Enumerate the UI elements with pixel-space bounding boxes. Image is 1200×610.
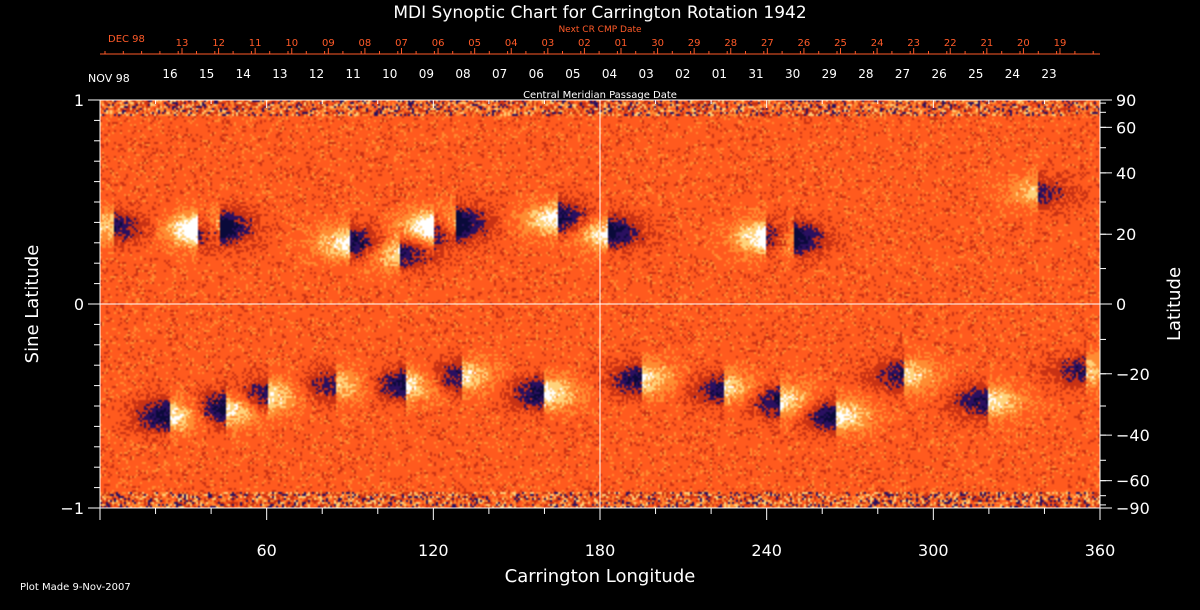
white-day-label: 05 [565, 67, 580, 81]
top-white-axis-label: Central Meridian Passage Date [523, 90, 677, 101]
right-tick-label: 40 [1116, 164, 1136, 183]
right-tick-label: 60 [1116, 118, 1136, 137]
white-day-label: 23 [1041, 67, 1056, 81]
red-day-label: 26 [798, 38, 811, 49]
x-axis-label: Carrington Longitude [505, 566, 696, 587]
white-day-label: 03 [638, 67, 653, 81]
white-day-label: 16 [162, 67, 177, 81]
red-day-label: 13 [176, 38, 189, 49]
red-day-label: 24 [871, 38, 884, 49]
right-tick-label: 0 [1116, 295, 1126, 314]
white-day-label: 29 [822, 67, 837, 81]
x-tick-label: 360 [1085, 541, 1116, 560]
white-day-label: 30 [785, 67, 800, 81]
x-tick-label: 300 [918, 541, 949, 560]
red-day-label: 22 [944, 38, 957, 49]
white-day-label: 27 [895, 67, 910, 81]
red-day-label: 03 [541, 38, 554, 49]
right-tick-label: −60 [1116, 472, 1150, 491]
right-axis-label: Latitude [1164, 267, 1185, 341]
red-day-label: 30 [651, 38, 664, 49]
red-day-label: 12 [212, 38, 225, 49]
top-white-month-label: NOV 98 [88, 72, 130, 85]
white-day-label: 28 [858, 67, 873, 81]
red-day-label: 28 [724, 38, 737, 49]
white-day-label: 13 [272, 67, 287, 81]
chart-title: MDI Synoptic Chart for Carrington Rotati… [393, 3, 806, 23]
white-day-label: 01 [712, 67, 727, 81]
white-day-label: 25 [968, 67, 983, 81]
left-tick-label: 0 [74, 295, 84, 314]
red-day-label: 09 [322, 38, 335, 49]
left-axis-label: Sine Latitude [22, 245, 43, 364]
left-tick-label: 1 [74, 91, 84, 110]
x-tick-label: 180 [585, 541, 616, 560]
red-day-label: 01 [615, 38, 628, 49]
red-day-label: 19 [1054, 38, 1067, 49]
white-day-label: 06 [529, 67, 544, 81]
red-day-label: 25 [834, 38, 847, 49]
red-day-label: 04 [505, 38, 518, 49]
right-tick-label: −90 [1116, 499, 1150, 518]
white-day-label: 26 [931, 67, 946, 81]
white-day-label: 12 [309, 67, 324, 81]
x-axis-ticks: 60 120 180 240 300 360 [99, 100, 1116, 560]
red-day-label: 27 [761, 38, 774, 49]
white-day-label: 04 [602, 67, 617, 81]
white-day-label: 02 [675, 67, 690, 81]
red-day-label: 05 [468, 38, 481, 49]
x-tick-label: 240 [751, 541, 782, 560]
top-red-month-label: DEC 98 [108, 34, 145, 45]
left-tick-label: −1 [60, 499, 84, 518]
top-red-axis-label: Next CR CMP Date [558, 25, 642, 35]
left-axis-ticks: 1 0 −1 [60, 91, 100, 518]
right-tick-label: 20 [1116, 225, 1136, 244]
white-day-label: 07 [492, 67, 507, 81]
x-tick-label: 60 [256, 541, 276, 560]
white-day-label: 24 [1005, 67, 1020, 81]
top-white-axis-days: 16 15 14 13 12 11 10 09 08 07 06 05 04 03 02 01 31 30 29 28… [162, 67, 1056, 81]
right-tick-label: −40 [1116, 426, 1150, 445]
red-day-label: 02 [578, 38, 591, 49]
red-day-label: 29 [688, 38, 701, 49]
right-axis-ticks: 90 60 40 20 0 −20 −40 −60 −90 [1100, 91, 1150, 518]
white-day-label: 15 [199, 67, 214, 81]
red-day-label: 10 [285, 38, 298, 49]
red-day-label: 21 [980, 38, 993, 49]
plot-made-footer: Plot Made 9-Nov-2007 [20, 582, 131, 593]
red-day-label: 11 [249, 38, 262, 49]
red-day-label: 23 [907, 38, 920, 49]
top-red-axis-days: 13 12 11 10 09 08 07 06 05 04 03 02 01 30 29 28 27 26 25 24… [104, 38, 1094, 54]
red-day-label: 08 [359, 38, 372, 49]
x-tick-label: 120 [418, 541, 449, 560]
right-tick-label: −20 [1116, 365, 1150, 384]
red-day-label: 07 [395, 38, 408, 49]
white-day-label: 11 [345, 67, 360, 81]
white-day-label: 31 [748, 67, 763, 81]
white-day-label: 09 [419, 67, 434, 81]
white-day-label: 14 [236, 67, 251, 81]
white-day-label: 10 [382, 67, 397, 81]
red-day-label: 06 [432, 38, 445, 49]
right-tick-label: 90 [1116, 91, 1136, 110]
red-day-label: 20 [1017, 38, 1030, 49]
white-day-label: 08 [455, 67, 470, 81]
